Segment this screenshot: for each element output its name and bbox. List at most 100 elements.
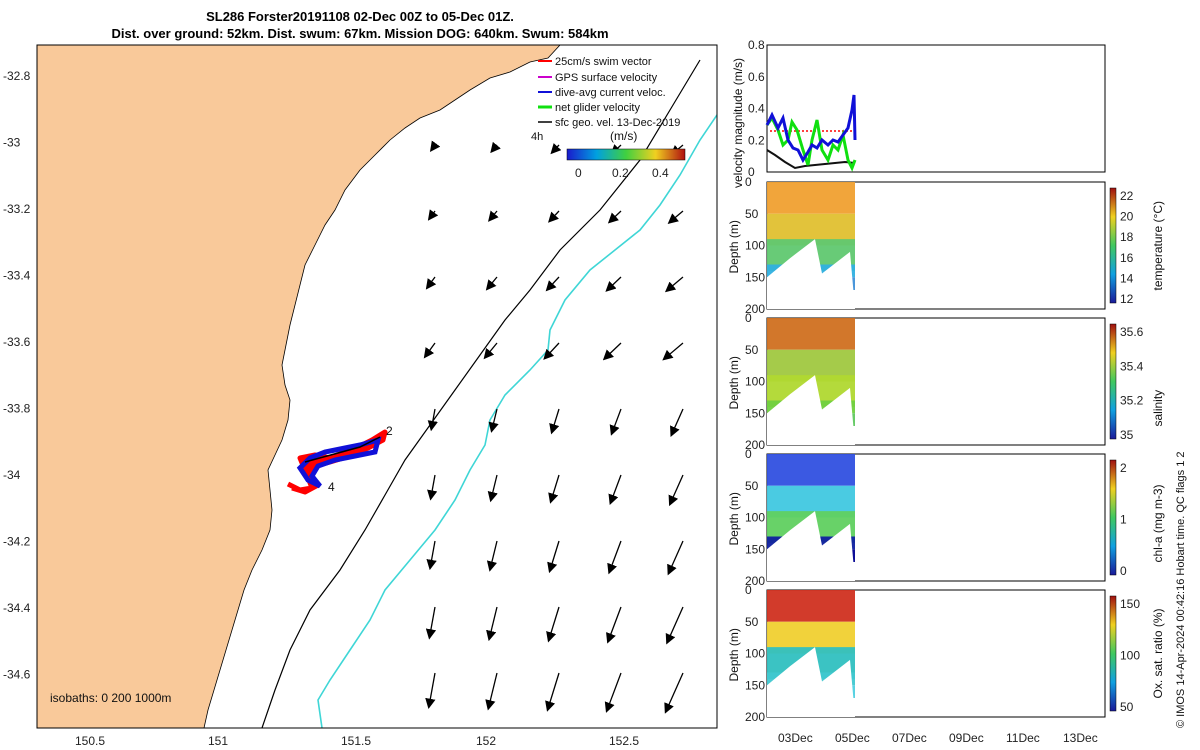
arrow-42 xyxy=(545,672,560,712)
vel-ytick-2: 0.4 xyxy=(748,102,765,116)
depth-tick-0-0: 0 xyxy=(745,175,752,189)
cbar-tick-0-0: 22 xyxy=(1120,189,1134,203)
time-tick-labels: 03Dec 05Dec 07Dec 09Dec 11Dec 13Dec xyxy=(778,731,1098,745)
map-xtick-labels: 150.5 151 151.5 152 152.5 xyxy=(75,734,639,748)
arrow-30 xyxy=(426,540,437,571)
arrow-14 xyxy=(664,276,684,293)
arrow-23 xyxy=(609,408,622,436)
cbar-tick-0-4: 14 xyxy=(1120,271,1134,285)
colorbar-units: (m/s) xyxy=(610,129,637,143)
chart-title-line2: Dist. over ground: 52km. Dist. swum: 67k… xyxy=(111,26,609,41)
cbar-tick-3-0: 150 xyxy=(1120,597,1140,611)
depth-tick-3-2: 100 xyxy=(745,647,765,661)
arrow-26 xyxy=(487,474,498,503)
arrow-20 xyxy=(427,408,438,432)
depth-tick-0-3: 150 xyxy=(745,270,765,284)
velocity-ytick-labels: 0 0.2 0.4 0.6 0.8 xyxy=(748,38,765,179)
arrow-12 xyxy=(545,276,560,292)
depth-tick-0-4: 200 xyxy=(745,302,765,316)
map-ytick-5: -33.8 xyxy=(3,402,31,416)
section-colorbar-2 xyxy=(1109,459,1117,576)
section-panel-3: 0 50 100 150 200 Depth (m) 150 100 50 Ox. sat. ra… xyxy=(727,583,1165,724)
shelf-isobath-200 xyxy=(261,59,701,728)
map-ytick-6: -34 xyxy=(3,468,21,482)
arrow-2 xyxy=(550,143,562,155)
arrow-37 xyxy=(546,606,560,643)
depth-tick-0-2: 100 xyxy=(745,239,765,253)
depth-tick-0-1: 50 xyxy=(745,207,759,221)
map-ytick-2: -33.2 xyxy=(3,202,31,216)
legend-net-glider-velocity: net glider velocity xyxy=(555,102,640,114)
series-dive-avg xyxy=(765,94,857,164)
depth-tick-1-0: 0 xyxy=(745,311,752,325)
map-ytick-labels: -32.8 -33 -33.2 -33.4 -33.6 -33.8 -34 -34.2 -34.… xyxy=(3,69,31,682)
arrow-0 xyxy=(429,140,441,152)
arrow-22 xyxy=(549,408,560,435)
depth-label-2: Depth (m) xyxy=(727,492,741,545)
section-colorbar-0 xyxy=(1109,187,1117,304)
arrow-16 xyxy=(483,342,498,360)
arrow-29 xyxy=(668,474,684,507)
arrow-24 xyxy=(670,408,684,437)
arrow-18 xyxy=(602,342,622,361)
legend-dive-avg-velocity: dive-avg current veloc. xyxy=(555,87,666,99)
arrow-35 xyxy=(425,606,437,640)
map-xtick-0: 150.5 xyxy=(75,734,105,748)
depth-label-1: Depth (m) xyxy=(727,356,741,409)
depth-tick-1-3: 150 xyxy=(745,406,765,420)
arrow-21 xyxy=(488,408,499,433)
section-panel-0: 0 50 100 150 200 Depth (m) 22 20 18 16 14 12 tempera… xyxy=(727,175,1165,316)
cbar-label-0: temperature (°C) xyxy=(1151,201,1165,291)
cbar-label-1: salinity xyxy=(1151,390,1165,427)
arrow-19 xyxy=(662,342,684,361)
arrow-39 xyxy=(665,606,684,645)
arrow-15 xyxy=(423,342,436,359)
arrow-10 xyxy=(425,276,437,290)
cbar-tick-2-1: 1 xyxy=(1120,513,1127,527)
map-ytick-0: -32.8 xyxy=(3,69,31,83)
depth-tick-2-0: 0 xyxy=(745,447,752,461)
arrow-49 xyxy=(664,739,683,750)
land-area xyxy=(37,45,561,728)
section-colorbar-3 xyxy=(1109,595,1117,712)
map-xtick-2: 151.5 xyxy=(341,734,371,748)
arrow-31 xyxy=(486,540,498,572)
arrow-1 xyxy=(490,141,501,154)
arrow-45 xyxy=(428,739,435,750)
vel-ytick-4: 0.8 xyxy=(748,38,765,52)
arrow-9 xyxy=(667,210,684,224)
depth-tick-2-2: 100 xyxy=(745,511,765,525)
dive-avg-track xyxy=(296,436,382,489)
time-marker-label: 4h xyxy=(531,131,543,143)
chart-title-line1: SL286 Forster20191108 02-Dec 00Z to 05-D… xyxy=(206,9,514,24)
arrow-43 xyxy=(604,672,622,713)
arrow-6 xyxy=(488,210,499,222)
map-ytick-3: -33.4 xyxy=(3,269,31,283)
section-panel-2: 0 50 100 150 200 Depth (m) 2 1 0 chl-a (mg m-3) xyxy=(727,447,1165,588)
time-tick-5: 13Dec xyxy=(1063,731,1098,745)
depth-tick-1-1: 50 xyxy=(745,343,759,357)
map-ytick-9: -34.6 xyxy=(3,668,31,682)
arrow-44 xyxy=(664,672,684,714)
time-tick-2: 07Dec xyxy=(892,731,927,745)
cbar-tick-0-2: 18 xyxy=(1120,230,1134,244)
vel-ytick-1: 0.2 xyxy=(748,133,765,147)
map-xtick-3: 152 xyxy=(476,734,496,748)
cbar-tick-1-1: 35.4 xyxy=(1120,359,1144,373)
cbar-tick-1-2: 35.2 xyxy=(1120,394,1144,408)
depth-tick-3-4: 200 xyxy=(745,710,765,724)
geostrophic-arrows xyxy=(423,140,684,750)
isobaths-note: isobaths: 0 200 1000m xyxy=(50,691,171,705)
cbar-tick-1-0: 35.6 xyxy=(1120,325,1144,339)
depth-tick-3-3: 150 xyxy=(745,678,765,692)
arrow-34 xyxy=(667,540,684,576)
arrow-40 xyxy=(425,672,436,710)
depth-tick-2-1: 50 xyxy=(745,479,759,493)
cbar-tick-2-2: 0 xyxy=(1120,564,1127,578)
map-ytick-4: -33.6 xyxy=(3,335,31,349)
cbar-tick-3-1: 100 xyxy=(1120,649,1140,663)
arrow-7 xyxy=(548,210,560,223)
arrow-36 xyxy=(486,606,498,642)
cbar-label-2: chl-a (mg m-3) xyxy=(1151,484,1165,562)
